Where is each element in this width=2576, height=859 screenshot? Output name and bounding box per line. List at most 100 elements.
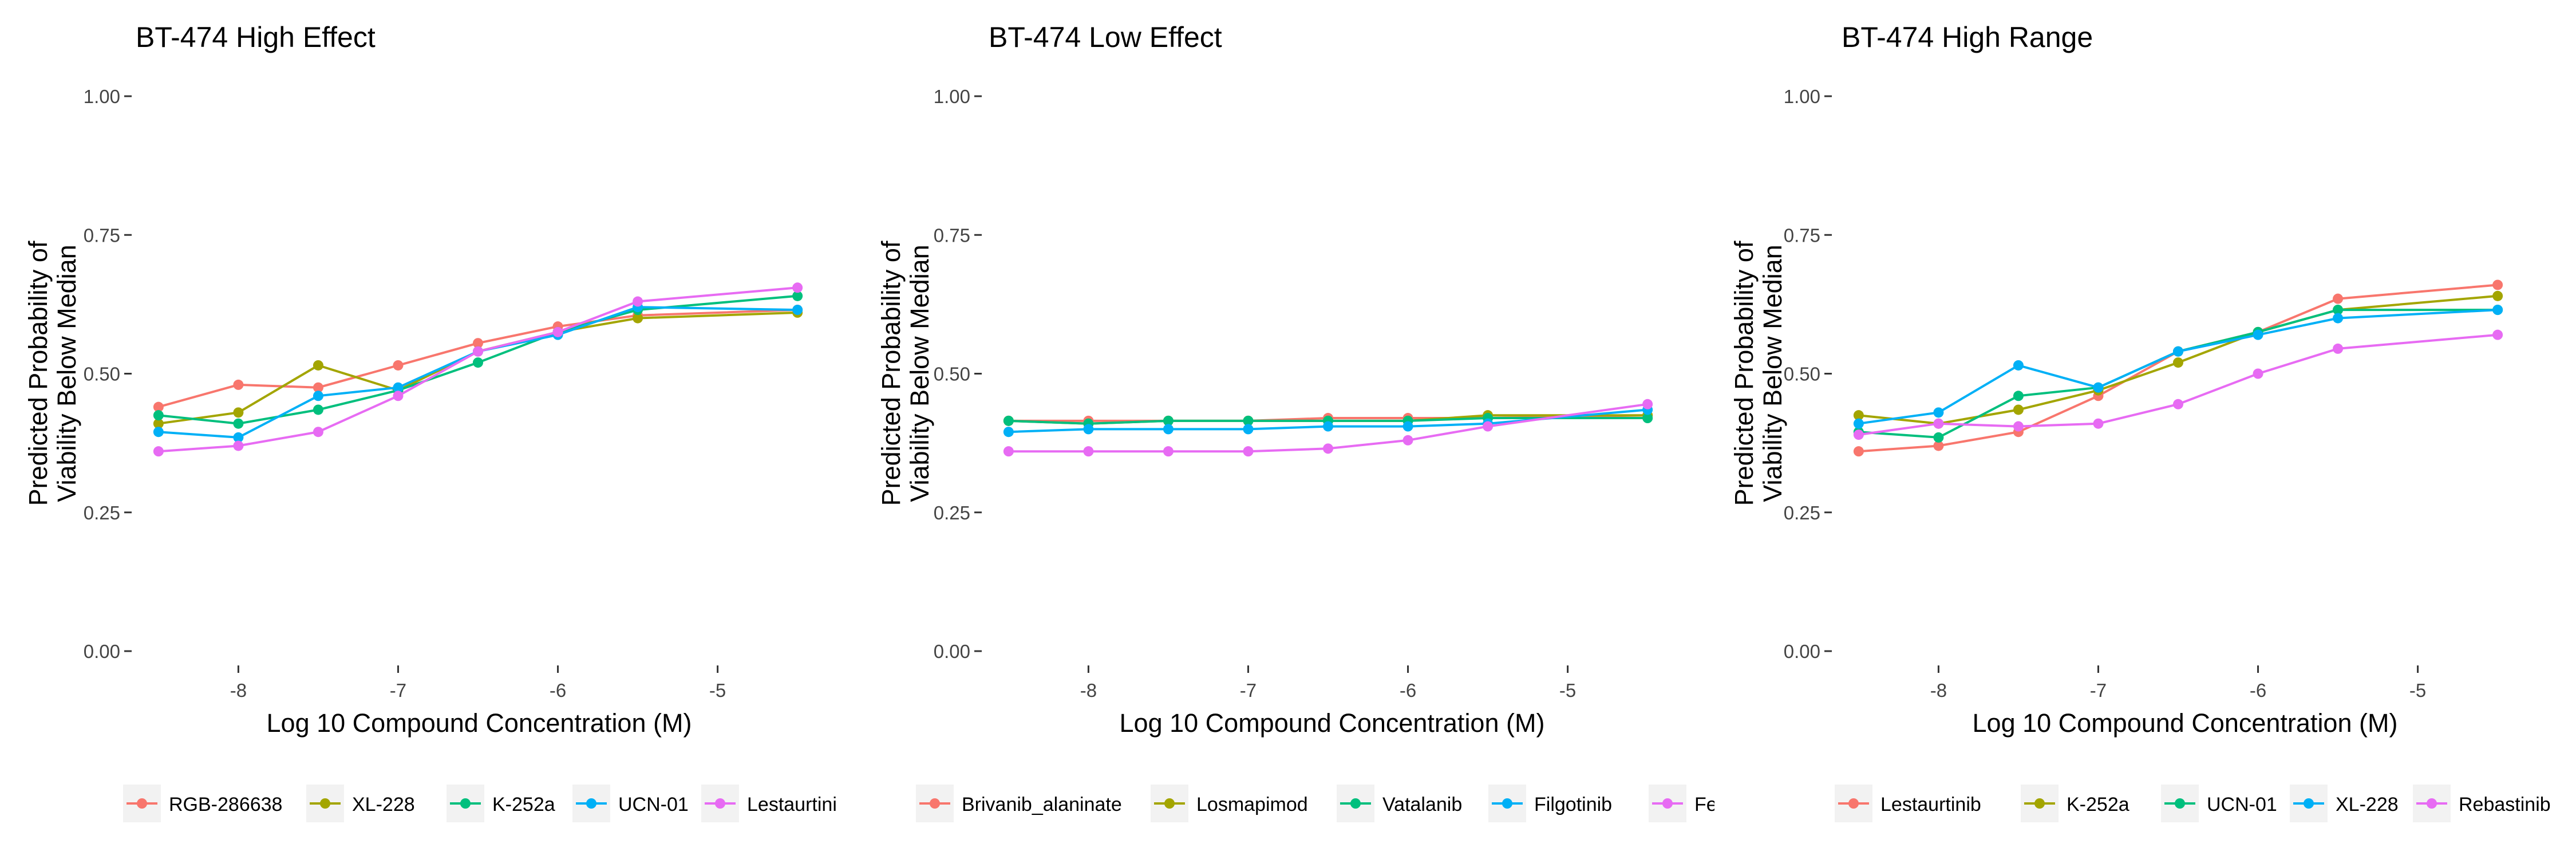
legend-key-point bbox=[320, 798, 330, 809]
legend-key-point bbox=[2304, 798, 2314, 809]
data-point-Rebastinib bbox=[2093, 418, 2104, 429]
data-point-XL-228 bbox=[1853, 418, 1864, 429]
y-axis-title-line: Predicted Probability of bbox=[1729, 241, 1759, 506]
x-tick-label: -7 bbox=[1240, 680, 1257, 701]
data-point-Filgotinib bbox=[1243, 424, 1254, 435]
data-point-K-252a bbox=[473, 357, 483, 368]
data-point-Vatalanib bbox=[1243, 415, 1254, 426]
data-point-Filgotinib bbox=[1402, 421, 1413, 432]
y-tick-label: 0.75 bbox=[1784, 224, 1820, 246]
legend-label: Lestaurtinib bbox=[1880, 794, 1981, 815]
data-point-Fedratinib bbox=[1483, 421, 1494, 432]
data-point-Filgotinib bbox=[1323, 421, 1333, 432]
legend-key-point bbox=[2034, 798, 2045, 809]
legend-key-Fedratinib bbox=[1649, 785, 1686, 822]
y-axis-title-line: Viability Below Median bbox=[52, 245, 81, 502]
series-line-Rebastinib bbox=[1858, 333, 2498, 436]
legend-label: Losmapimod bbox=[1196, 794, 1308, 815]
legend-key-Rebastinib bbox=[2413, 785, 2451, 822]
data-point-XL-228 bbox=[313, 360, 323, 371]
data-point-Rebastinib bbox=[1933, 418, 1944, 429]
data-point-K-252a bbox=[153, 410, 164, 421]
legend-key-K-252a bbox=[447, 785, 484, 822]
data-point-Rebastinib bbox=[1853, 430, 1864, 440]
series-line-XL-228 bbox=[1858, 309, 2498, 425]
legend-label: UCN-01 bbox=[2207, 794, 2277, 815]
data-point-Rebastinib bbox=[2492, 329, 2503, 340]
x-tick-label: -5 bbox=[1559, 680, 1576, 701]
data-point-K-252a bbox=[2173, 357, 2183, 368]
series-line-K-252a bbox=[158, 294, 798, 425]
data-point-XL-228 bbox=[153, 418, 164, 429]
chart-title: BT-474 High Effect bbox=[136, 21, 376, 53]
chart-panel-3: BT-474 High Range 0.00 0.25 0.50 0.75 1.00 Pre… bbox=[1729, 21, 2551, 822]
data-point-XL-228 bbox=[2492, 305, 2503, 316]
data-point-Fedratinib bbox=[1243, 446, 1254, 457]
legend-key-point bbox=[2175, 798, 2185, 809]
x-tick-label: -8 bbox=[1080, 680, 1097, 701]
legend-key-point bbox=[1350, 798, 1361, 809]
y-axis-title: Predicted Probability ofViability Below … bbox=[1729, 241, 1787, 506]
x-tick-label: -5 bbox=[709, 680, 726, 701]
y-tick-label: 0.50 bbox=[934, 364, 970, 385]
data-point-Fedratinib bbox=[1163, 446, 1174, 457]
x-axis-title: Log 10 Compound Concentration (M) bbox=[1973, 708, 2398, 738]
series-line-XL-228 bbox=[158, 311, 798, 425]
data-point-K-252a bbox=[792, 290, 803, 301]
legend-key-Losmapimod bbox=[1151, 785, 1188, 822]
legend-key-point bbox=[930, 798, 940, 809]
legend-label: XL-228 bbox=[352, 794, 415, 815]
y-tick-label: 0.00 bbox=[934, 641, 970, 662]
legend-key-Filgotinib bbox=[1488, 785, 1526, 822]
data-point-Lestaurtinib bbox=[1933, 440, 1944, 451]
x-axis-title: Log 10 Compound Concentration (M) bbox=[267, 708, 692, 738]
data-point-Fedratinib bbox=[1323, 443, 1333, 454]
data-point-Fedratinib bbox=[1402, 435, 1413, 446]
data-point-XL-228 bbox=[633, 313, 643, 324]
x-tick-label: -6 bbox=[1400, 680, 1416, 701]
legend-label: Vatalanib bbox=[1382, 794, 1462, 815]
chart-title: BT-474 Low Effect bbox=[989, 21, 1222, 53]
data-point-K-252a bbox=[2492, 290, 2503, 301]
data-point-Rebastinib bbox=[2333, 343, 2344, 354]
data-point-Lestaurtinib bbox=[153, 446, 164, 457]
data-point-UCN-01 bbox=[792, 305, 803, 316]
x-tick-label: -6 bbox=[2250, 680, 2266, 701]
data-point-RGB-286638 bbox=[473, 338, 483, 349]
series-line-Vatalanib bbox=[1008, 417, 1648, 425]
y-axis-title-line: Viability Below Median bbox=[1758, 245, 1787, 502]
y-tick-label: 0.50 bbox=[84, 364, 120, 385]
x-tick-label: -7 bbox=[2090, 680, 2107, 701]
data-point-RGB-286638 bbox=[393, 360, 404, 371]
legend-label: Brivanib_alaninate bbox=[962, 794, 1122, 815]
data-point-XL-228 bbox=[2013, 360, 2024, 371]
x-tick-label: -8 bbox=[1930, 680, 1947, 701]
data-point-Vatalanib bbox=[1642, 413, 1653, 424]
y-axis-title-line: Predicted Probability of bbox=[876, 241, 906, 506]
legend-label: Lestaurtini bbox=[747, 794, 837, 815]
data-point-Filgotinib bbox=[1163, 424, 1174, 435]
data-point-XL-228 bbox=[1933, 407, 1944, 418]
data-point-Lestaurtinib bbox=[633, 296, 643, 307]
data-point-Fedratinib bbox=[1003, 446, 1014, 457]
y-tick-label: 0.75 bbox=[934, 224, 970, 246]
legend: Lestaurtinib K-252a UCN-01 XL-228 Rebastinib bbox=[1835, 785, 2551, 822]
chart-panel-2: BT-474 Low Effect 0.00 0.25 0.50 0.75 1.00 Pre… bbox=[876, 21, 1714, 822]
data-point-Filgotinib bbox=[1003, 427, 1014, 438]
y-tick-label: 0.25 bbox=[84, 502, 120, 523]
legend-label: XL-228 bbox=[2336, 794, 2399, 815]
data-point-Lestaurtinib bbox=[2333, 293, 2344, 304]
data-point-UCN-01 bbox=[313, 391, 323, 401]
y-tick-label: 0.00 bbox=[84, 641, 120, 662]
data-point-Rebastinib bbox=[2253, 368, 2263, 379]
y-axis-title-line: Predicted Probability of bbox=[23, 241, 53, 506]
data-point-K-252a bbox=[1853, 410, 1864, 421]
data-point-Rebastinib bbox=[2013, 421, 2024, 432]
data-point-UCN-01 bbox=[393, 382, 404, 393]
x-axis-title: Log 10 Compound Concentration (M) bbox=[1120, 708, 1545, 738]
series-line-Lestaurtinib bbox=[1858, 283, 2498, 453]
legend-key-Lestaurtinib bbox=[701, 785, 739, 822]
data-point-K-252a bbox=[313, 404, 323, 415]
legend-label: Rebastinib bbox=[2459, 794, 2551, 815]
legend-label: RGB-286638 bbox=[169, 794, 282, 815]
